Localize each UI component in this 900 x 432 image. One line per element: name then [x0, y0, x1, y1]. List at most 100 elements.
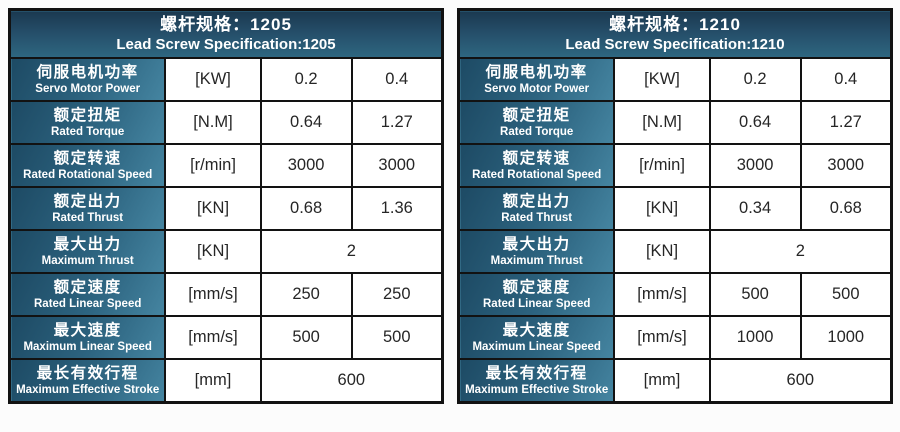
- unit-cell: [r/min]: [164, 143, 262, 188]
- row-label-zh: 最大速度: [502, 322, 571, 340]
- row-label-en: Rated Torque: [500, 125, 574, 138]
- row-label-en: Servo Motor Power: [484, 82, 590, 95]
- unit-cell: [KW]: [613, 57, 711, 102]
- row-label-en: Servo Motor Power: [35, 82, 141, 95]
- unit-cell: [mm/s]: [613, 315, 711, 360]
- table-row: 最大出力 Maximum Thrust [KN] 2: [8, 229, 444, 274]
- row-label-cell: 额定速度 Rated Linear Speed: [8, 272, 167, 317]
- table-header-row: 螺杆规格：1210 Lead Screw Specification:1210: [457, 8, 893, 59]
- row-label-cell: 额定出力 Rated Thrust: [8, 186, 167, 231]
- value-cell: 1.36: [350, 186, 444, 231]
- row-label-zh: 额定扭矩: [502, 107, 571, 125]
- value-cell: 500: [350, 315, 444, 360]
- row-label-en: Rated Thrust: [52, 211, 124, 224]
- value-cell: 500: [708, 272, 802, 317]
- value-cell-merged: 600: [708, 358, 893, 404]
- row-label-zh: 额定出力: [502, 193, 571, 211]
- table-title-zh: 螺杆规格：1210: [609, 15, 741, 35]
- value-cell: 0.68: [799, 186, 893, 231]
- unit-cell: [r/min]: [613, 143, 711, 188]
- table-row: 额定速度 Rated Linear Speed [mm/s] 250 250: [8, 272, 444, 317]
- value-cell: 3000: [350, 143, 444, 188]
- value-cell-merged: 2: [708, 229, 893, 274]
- row-label-cell: 额定转速 Rated Rotational Speed: [8, 143, 167, 188]
- row-label-cell: 最大出力 Maximum Thrust: [8, 229, 167, 274]
- unit-cell: [mm/s]: [164, 315, 262, 360]
- unit-cell: [mm/s]: [164, 272, 262, 317]
- row-label-zh: 额定转速: [53, 150, 122, 168]
- row-label-zh: 最大出力: [502, 236, 571, 254]
- row-label-zh: 额定扭矩: [53, 107, 122, 125]
- row-label-en: Rated Thrust: [501, 211, 573, 224]
- row-label-en: Maximum Effective Stroke: [16, 383, 160, 396]
- row-label-en: Maximum Effective Stroke: [465, 383, 609, 396]
- table-row: 额定扭矩 Rated Torque [N.M] 0.64 1.27: [8, 100, 444, 145]
- unit-cell: [mm]: [613, 358, 711, 404]
- table-row: 额定转速 Rated Rotational Speed [r/min] 3000…: [457, 143, 893, 188]
- spec-tables-container: 螺杆规格：1205 Lead Screw Specification:1205 …: [8, 8, 893, 404]
- unit-cell: [KN]: [613, 229, 711, 274]
- table-header-row: 螺杆规格：1205 Lead Screw Specification:1205: [8, 8, 444, 59]
- table-title-zh: 螺杆规格：1205: [160, 15, 292, 35]
- table-row: 最大出力 Maximum Thrust [KN] 2: [457, 229, 893, 274]
- spec-table-1205: 螺杆规格：1205 Lead Screw Specification:1205 …: [8, 8, 444, 404]
- row-label-zh: 最长有效行程: [36, 365, 139, 383]
- row-label-en: Rated Rotational Speed: [472, 168, 602, 181]
- row-label-zh: 最大速度: [53, 322, 122, 340]
- row-label-zh: 伺服电机功率: [485, 64, 588, 82]
- table-row: 最长有效行程 Maximum Effective Stroke [mm] 600: [457, 358, 893, 404]
- value-cell: 0.2: [259, 57, 353, 102]
- table-row: 额定转速 Rated Rotational Speed [r/min] 3000…: [8, 143, 444, 188]
- value-cell: 1000: [799, 315, 893, 360]
- value-cell: 0.4: [799, 57, 893, 102]
- table-row: 最长有效行程 Maximum Effective Stroke [mm] 600: [8, 358, 444, 404]
- row-label-cell: 最大速度 Maximum Linear Speed: [8, 315, 167, 360]
- row-label-cell: 最大出力 Maximum Thrust: [457, 229, 616, 274]
- table-row: 额定出力 Rated Thrust [KN] 0.34 0.68: [457, 186, 893, 231]
- row-label-zh: 额定速度: [502, 279, 571, 297]
- table-row: 最大速度 Maximum Linear Speed [mm/s] 500 500: [8, 315, 444, 360]
- value-cell: 3000: [799, 143, 893, 188]
- row-label-cell: 额定扭矩 Rated Torque: [8, 100, 167, 145]
- unit-cell: [mm]: [164, 358, 262, 404]
- value-cell: 0.64: [708, 100, 802, 145]
- table-row: 最大速度 Maximum Linear Speed [mm/s] 1000 10…: [457, 315, 893, 360]
- row-label-cell: 伺服电机功率 Servo Motor Power: [8, 57, 167, 102]
- table-row: 额定速度 Rated Linear Speed [mm/s] 500 500: [457, 272, 893, 317]
- row-label-cell: 最大速度 Maximum Linear Speed: [457, 315, 616, 360]
- row-label-en: Rated Rotational Speed: [23, 168, 153, 181]
- row-label-cell: 最长有效行程 Maximum Effective Stroke: [457, 358, 616, 404]
- row-label-zh: 额定速度: [53, 279, 122, 297]
- value-cell: 0.2: [708, 57, 802, 102]
- table-row: 额定扭矩 Rated Torque [N.M] 0.64 1.27: [457, 100, 893, 145]
- table-header: 螺杆规格：1205 Lead Screw Specification:1205: [8, 8, 444, 59]
- value-cell-merged: 2: [259, 229, 444, 274]
- row-label-en: Maximum Linear Speed: [472, 340, 601, 353]
- table-title-en: Lead Screw Specification:1210: [565, 36, 785, 54]
- unit-cell: [KW]: [164, 57, 262, 102]
- row-label-zh: 伺服电机功率: [36, 64, 139, 82]
- table-title-en: Lead Screw Specification:1205: [116, 36, 336, 54]
- row-label-cell: 额定扭矩 Rated Torque: [457, 100, 616, 145]
- value-cell: 0.34: [708, 186, 802, 231]
- row-label-cell: 最长有效行程 Maximum Effective Stroke: [8, 358, 167, 404]
- value-cell: 250: [259, 272, 353, 317]
- value-cell: 500: [799, 272, 893, 317]
- row-label-zh: 额定出力: [53, 193, 122, 211]
- spec-table-1210: 螺杆规格：1210 Lead Screw Specification:1210 …: [457, 8, 893, 404]
- value-cell: 1000: [708, 315, 802, 360]
- unit-cell: [KN]: [613, 186, 711, 231]
- row-label-en: Rated Linear Speed: [483, 297, 591, 310]
- value-cell: 250: [350, 272, 444, 317]
- table-row: 伺服电机功率 Servo Motor Power [KW] 0.2 0.4: [8, 57, 444, 102]
- value-cell: 500: [259, 315, 353, 360]
- unit-cell: [KN]: [164, 229, 262, 274]
- unit-cell: [KN]: [164, 186, 262, 231]
- table-header: 螺杆规格：1210 Lead Screw Specification:1210: [457, 8, 893, 59]
- row-label-zh: 额定转速: [502, 150, 571, 168]
- row-label-cell: 伺服电机功率 Servo Motor Power: [457, 57, 616, 102]
- row-label-en: Rated Torque: [51, 125, 125, 138]
- unit-cell: [mm/s]: [613, 272, 711, 317]
- unit-cell: [N.M]: [164, 100, 262, 145]
- value-cell: 0.68: [259, 186, 353, 231]
